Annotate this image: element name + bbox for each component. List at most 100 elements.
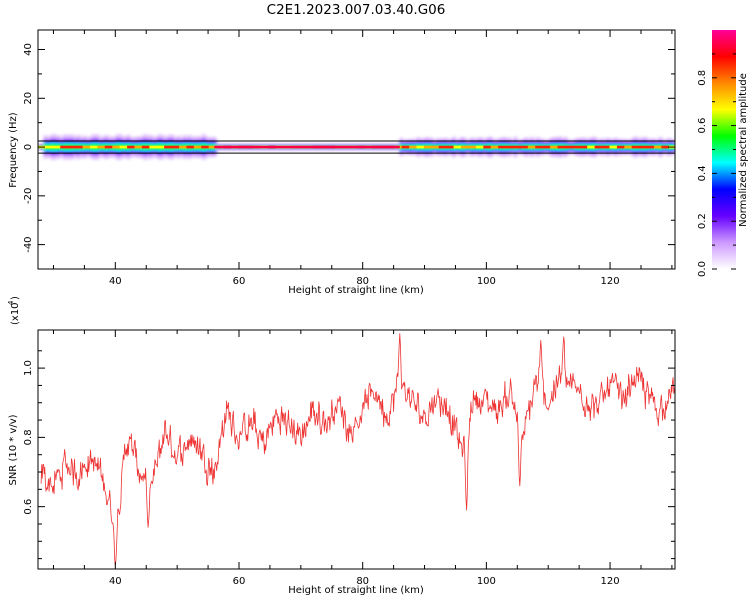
heatmap-cell xyxy=(661,145,670,149)
heatmap-cell xyxy=(468,145,477,149)
snr-scale-prefix: (x10 xyxy=(10,302,21,325)
heatmap-cell xyxy=(127,145,135,149)
spectrogram-frame xyxy=(37,29,676,270)
colorbar-ticks: 0.0 0.2 0.4 0.6 0.8 xyxy=(697,53,736,277)
snr-panel: 40 60 80 100 120 0.6 0.8 1.0 Height of straight… xyxy=(7,296,676,596)
heatmap-cell xyxy=(193,145,202,149)
colorbar-tick-label: 0.0 xyxy=(697,261,708,277)
figure-title: C2E1.2023.007.03.40.G06 xyxy=(267,2,446,18)
x-tick-label: 120 xyxy=(601,576,620,587)
y-tick-label: 40 xyxy=(23,43,34,56)
colorbar-tick-label: 0.2 xyxy=(697,213,708,229)
x-tick-label: 40 xyxy=(109,276,122,287)
heatmap-cell xyxy=(75,145,83,149)
heatmap-cell xyxy=(438,145,447,149)
heatmap-cell xyxy=(512,145,521,149)
x-tick-label: 80 xyxy=(356,576,369,587)
heatmap-cell xyxy=(186,145,195,149)
heatmap-cell xyxy=(579,145,588,149)
heatmap-cell xyxy=(653,145,662,149)
heatmap-cell xyxy=(594,145,603,149)
heatmap-cell xyxy=(423,145,432,149)
heatmap-cell xyxy=(498,145,506,149)
heatmap-cell xyxy=(401,145,410,149)
heatmap-cell xyxy=(156,145,165,149)
spectrogram-axes: 40 60 80 100 120 -40 -20 0 20 40 xyxy=(23,30,675,287)
heatmap-cell xyxy=(631,145,640,149)
heatmap-cell xyxy=(505,145,514,149)
snr-scale-exponent: 4 xyxy=(7,300,15,305)
heatmap-cell xyxy=(89,145,98,149)
heatmap-cell xyxy=(60,145,69,149)
heatmap-cell xyxy=(490,145,499,149)
heatmap-cell xyxy=(453,145,462,149)
y-tick-label: 20 xyxy=(23,92,34,105)
spectrogram-panel: 40 60 80 100 120 -40 -20 0 20 40 Height of straig… xyxy=(8,29,676,296)
heatmap-cell xyxy=(624,145,633,149)
heatmap-cell xyxy=(475,145,484,149)
heatmap-cell xyxy=(52,145,61,149)
heatmap-cell xyxy=(646,145,655,149)
x-tick-label: 100 xyxy=(477,276,496,287)
snr-axes: 40 60 80 100 120 0.6 0.8 1.0 xyxy=(23,330,675,587)
y-tick-label: 0.8 xyxy=(23,429,34,445)
x-tick-label: 40 xyxy=(109,576,122,587)
x-tick-label: 60 xyxy=(233,576,246,587)
snr-frame xyxy=(37,329,676,570)
heatmap-cell xyxy=(171,145,180,149)
x-tick-label: 100 xyxy=(477,576,496,587)
heatmap-cell xyxy=(134,145,143,149)
heatmap-cell xyxy=(602,145,610,149)
snr-series-line xyxy=(40,333,675,566)
heatmap-cell xyxy=(179,145,187,149)
heatmap-cell xyxy=(616,145,625,149)
heatmap-cell xyxy=(446,145,454,149)
heatmap-cell xyxy=(164,145,172,149)
colorbar-tick-label: 0.4 xyxy=(697,165,708,181)
heatmap-cell xyxy=(609,145,618,149)
spectrogram-heatmap xyxy=(38,133,675,161)
colorbar-tick-label: 0.8 xyxy=(697,70,708,86)
spectrogram-ylabel: Frequency (Hz) xyxy=(8,112,19,188)
heatmap-cell xyxy=(97,145,106,149)
heatmap-cell xyxy=(527,145,536,149)
heatmap-cell xyxy=(550,145,558,149)
heatmap-cell xyxy=(208,145,217,149)
heatmap-cell xyxy=(149,145,158,149)
heatmap-cell xyxy=(201,145,210,149)
snr-scale-label: (x10 4 ) xyxy=(7,296,21,325)
heatmap-cell xyxy=(104,145,113,149)
heatmap-cell xyxy=(564,145,573,149)
y-tick-label: -20 xyxy=(23,188,34,204)
heatmap-cell xyxy=(520,145,529,149)
heatmap-cell xyxy=(535,145,544,149)
snr-scale-suffix: ) xyxy=(10,296,21,300)
colorbar: 0.0 0.2 0.4 0.6 0.8 Normalized spectral ampl… xyxy=(697,30,749,277)
y-tick-label: -40 xyxy=(23,236,34,252)
heatmap-cell xyxy=(587,145,595,149)
x-tick-label: 80 xyxy=(356,276,369,287)
y-tick-label: 1.0 xyxy=(23,360,34,376)
heatmap-cell xyxy=(82,145,91,149)
y-tick-label: 0.6 xyxy=(23,499,34,515)
colorbar-tick-label: 0.6 xyxy=(697,118,708,134)
heatmap-cell xyxy=(416,145,425,149)
heatmap-cell xyxy=(45,145,54,149)
heatmap-cell xyxy=(572,145,581,149)
spectrogram-xlabel: Height of straight line (km) xyxy=(288,285,424,296)
snr-ylabel: SNR (10 * v/v) xyxy=(8,414,19,485)
heatmap-cell xyxy=(639,145,647,149)
heatmap-cell xyxy=(112,145,121,149)
x-tick-label: 120 xyxy=(601,276,620,287)
colorbar-gradient xyxy=(712,30,736,269)
y-tick-label: 0 xyxy=(23,144,34,150)
heatmap-cell xyxy=(483,145,492,149)
heatmap-cell xyxy=(141,145,150,149)
heatmap-cell xyxy=(119,145,128,149)
heatmap-cell xyxy=(542,145,551,149)
heatmap-ridge xyxy=(214,145,400,149)
heatmap-cell xyxy=(431,145,440,149)
snr-xlabel: Height of straight line (km) xyxy=(288,585,424,596)
colorbar-label: Normalized spectral amplitude xyxy=(738,73,749,227)
